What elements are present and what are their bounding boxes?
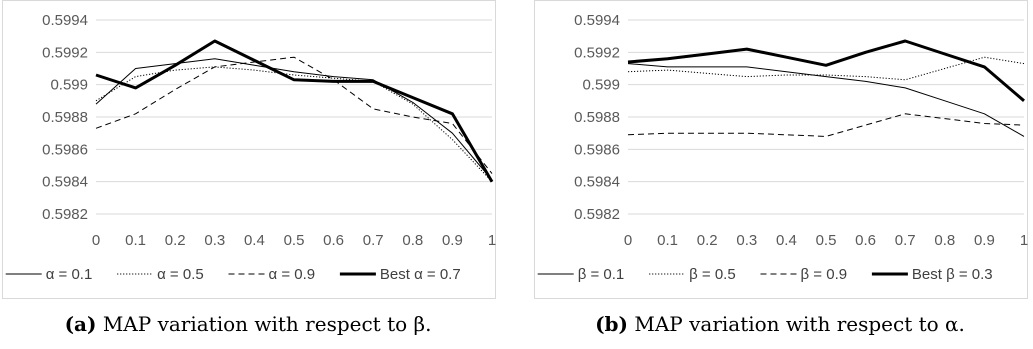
- series-line: [627, 63, 1025, 137]
- x-tick-label: 0.3: [204, 232, 225, 249]
- series-line: [95, 39, 494, 183]
- caption-label: (a): [64, 312, 97, 336]
- y-tick-label: 0.5986: [574, 141, 620, 158]
- chart-panel-a: 0.5982 0.5984 0.5986 0.5988 0.599 0.5992 0.599…: [2, 0, 496, 301]
- series-line: [95, 66, 493, 183]
- y-tick-label: 0.599: [50, 77, 88, 94]
- x-tick-label: 0.2: [697, 232, 718, 249]
- y-tick-label: 0.5992: [574, 44, 620, 61]
- x-tick-label: 0.6: [855, 232, 876, 249]
- x-tick-label: 0.8: [402, 232, 423, 249]
- caption-label: (b): [595, 312, 628, 336]
- legend-label: α = 0.5: [157, 266, 204, 283]
- x-tick-label: 0: [92, 232, 100, 249]
- x-tick-label: 0.4: [776, 232, 797, 249]
- y-tick-label: 0.5994: [574, 12, 620, 29]
- series-line: [627, 113, 1025, 137]
- y-tick-label: 0.5982: [574, 206, 620, 223]
- y-tick-label: 0.5992: [42, 44, 88, 61]
- legend-label: β = 0.9: [801, 266, 848, 283]
- legend-label: β = 0.5: [689, 266, 736, 283]
- y-tick-label: 0.5988: [42, 109, 88, 126]
- figure-caption-a: (a) MAP variation with respect to β.: [28, 306, 468, 342]
- series-line: [627, 56, 1025, 81]
- caption-text: MAP variation with respect to α.: [634, 312, 965, 336]
- legend-label: Best β = 0.3: [912, 266, 993, 283]
- x-tick-label: 1: [1020, 232, 1028, 249]
- figure-caption-b: (b) MAP variation with respect to α.: [560, 306, 1000, 342]
- legend-label: β = 0.1: [578, 266, 625, 283]
- x-tick-label: 0.8: [934, 232, 955, 249]
- y-tick-label: 0.5986: [42, 141, 88, 158]
- x-tick-label: 0.7: [363, 232, 384, 249]
- x-tick-label: 0.2: [165, 232, 186, 249]
- x-tick-label: 0.6: [323, 232, 344, 249]
- x-tick-label: 0: [624, 232, 632, 249]
- series-line: [95, 56, 493, 174]
- x-tick-label: 0.1: [125, 232, 146, 249]
- line-chart-beta: 0.5982 0.5984 0.5986 0.5988 0.599 0.5992 0.599…: [5, 12, 496, 283]
- legend-label: α = 0.9: [269, 266, 316, 283]
- x-tick-label: 0.9: [442, 232, 463, 249]
- x-tick-label: 0.5: [284, 232, 305, 249]
- x-tick-label: 0.9: [974, 232, 995, 249]
- x-tick-label: 0.7: [895, 232, 916, 249]
- series-line: [95, 58, 493, 181]
- y-tick-label: 0.5994: [42, 12, 88, 29]
- x-tick-label: 0.4: [244, 232, 265, 249]
- line-chart-alpha: 0.5982 0.5984 0.5986 0.5988 0.599 0.5992 0.599…: [537, 12, 1028, 283]
- legend-label: α = 0.1: [46, 266, 93, 283]
- y-tick-label: 0.599: [582, 77, 620, 94]
- x-tick-label: 1: [488, 232, 496, 249]
- caption-text: MAP variation with respect to β.: [102, 312, 432, 336]
- y-tick-label: 0.5982: [42, 206, 88, 223]
- x-tick-label: 0.1: [657, 232, 678, 249]
- x-tick-label: 0.3: [736, 232, 757, 249]
- y-tick-label: 0.5988: [574, 109, 620, 126]
- x-tick-label: 0.5: [816, 232, 837, 249]
- chart-panel-b: 0.5982 0.5984 0.5986 0.5988 0.599 0.5992 0.599…: [534, 0, 1028, 301]
- legend-label: Best α = 0.7: [380, 266, 461, 283]
- y-tick-label: 0.5984: [42, 174, 88, 191]
- y-tick-label: 0.5984: [574, 174, 620, 191]
- series-line: [627, 39, 1025, 102]
